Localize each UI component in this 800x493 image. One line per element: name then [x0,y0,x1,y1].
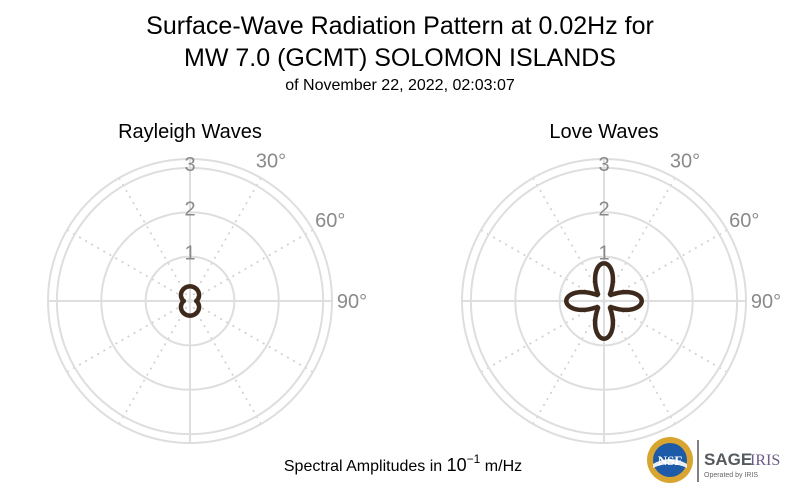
angle-tick-label-60: 60° [315,210,345,232]
nsf-text: NSF [658,453,683,468]
angle-tick-label-90: 90° [337,291,367,313]
grid-spoke-150 [189,300,262,425]
grid-spoke-240 [66,300,191,373]
angle-tick-label-90: 90° [751,291,781,313]
sage-text: SAGE [704,450,752,469]
grid-spoke-150 [603,300,676,425]
chart-title-line2: MW 7.0 (GCMT) SOLOMON ISLANDS [184,44,616,72]
grid-spoke-330 [118,177,191,302]
grid-spoke-300 [480,229,605,302]
radial-tick-label-2: 2 [184,198,195,220]
chart-title-line1: Surface-Wave Radiation Pattern at 0.02Hz… [146,12,654,40]
amplitude-units-label: Spectral Amplitudes in 10−1 m/Hz [284,452,522,475]
footer-base: 10 [447,455,467,475]
grid-spoke-210 [118,300,191,425]
grid-spoke-60 [603,229,728,302]
radiation-pattern-curve [178,284,202,318]
love-panel: Love Waves 1 2 3 30° 60° 90° [461,121,781,444]
sage-iris-logo: NSF SAGE IRIS Operated by IRIS [647,437,780,483]
radial-tick-label-1: 1 [598,243,609,265]
operated-by-text: Operated by IRIS [704,472,758,479]
grid-spoke-120 [189,300,314,373]
nsf-seal-icon: NSF [647,437,693,483]
grid-spoke-60 [189,229,314,302]
footer-exponent: −1 [467,452,481,466]
iris-text: IRIS [750,452,780,469]
rayleigh-panel: Rayleigh Waves 1 2 3 30° 60° 90° [47,121,367,444]
footer-prefix: Spectral Amplitudes in [284,458,447,475]
grid-spoke-300 [66,229,191,302]
chart-subtitle: of November 22, 2022, 02:03:07 [285,77,515,94]
grid-spoke-120 [603,300,728,373]
angle-tick-label-60: 60° [729,210,759,232]
grid-spoke-210 [532,300,605,425]
radial-tick-label-2: 2 [598,198,609,220]
radial-tick-label-3: 3 [598,154,609,176]
panel-title: Love Waves [549,121,658,143]
grid-spoke-330 [532,177,605,302]
panel-title: Rayleigh Waves [118,121,262,143]
radial-tick-label-3: 3 [184,154,195,176]
radiation-pattern-curve [564,261,644,341]
grid-spoke-240 [480,300,605,373]
grid-spoke-30 [189,177,262,302]
footer-unit: m/Hz [480,458,522,475]
angle-tick-label-30: 30° [256,151,286,173]
grid-spoke-30 [603,177,676,302]
radial-tick-label-1: 1 [184,243,195,265]
angle-tick-label-30: 30° [670,151,700,173]
